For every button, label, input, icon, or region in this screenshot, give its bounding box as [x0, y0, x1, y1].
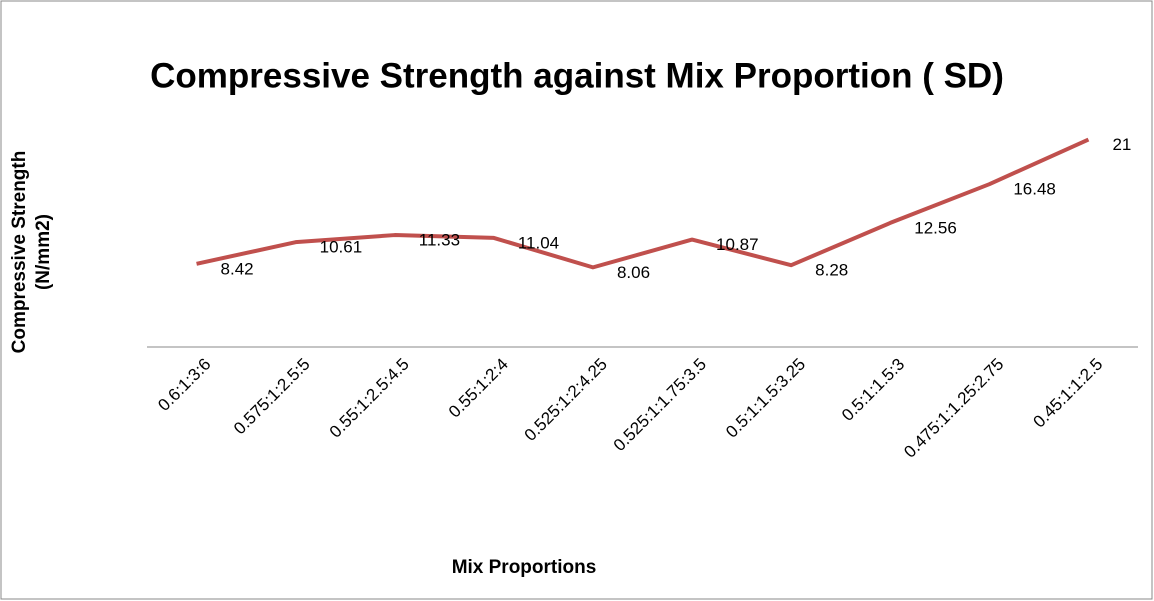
y-axis-label: Compressive Strength (N/mm2)	[9, 150, 54, 354]
data-label: 21	[1112, 135, 1131, 154]
data-label: 10.87	[716, 235, 759, 254]
chart-title: Compressive Strength against Mix Proport…	[150, 56, 1004, 95]
data-label: 8.42	[221, 259, 254, 278]
data-label: 8.28	[815, 261, 848, 280]
data-label: 10.61	[320, 238, 363, 257]
data-label: 16.48	[1013, 180, 1056, 199]
data-label: 11.04	[518, 233, 559, 252]
data-label: 12.56	[914, 218, 957, 237]
x-axis-label: Mix Proportions	[452, 557, 597, 578]
data-label: 11.33	[419, 231, 460, 250]
data-line	[196, 137, 1090, 270]
data-label: 8.06	[617, 263, 650, 282]
